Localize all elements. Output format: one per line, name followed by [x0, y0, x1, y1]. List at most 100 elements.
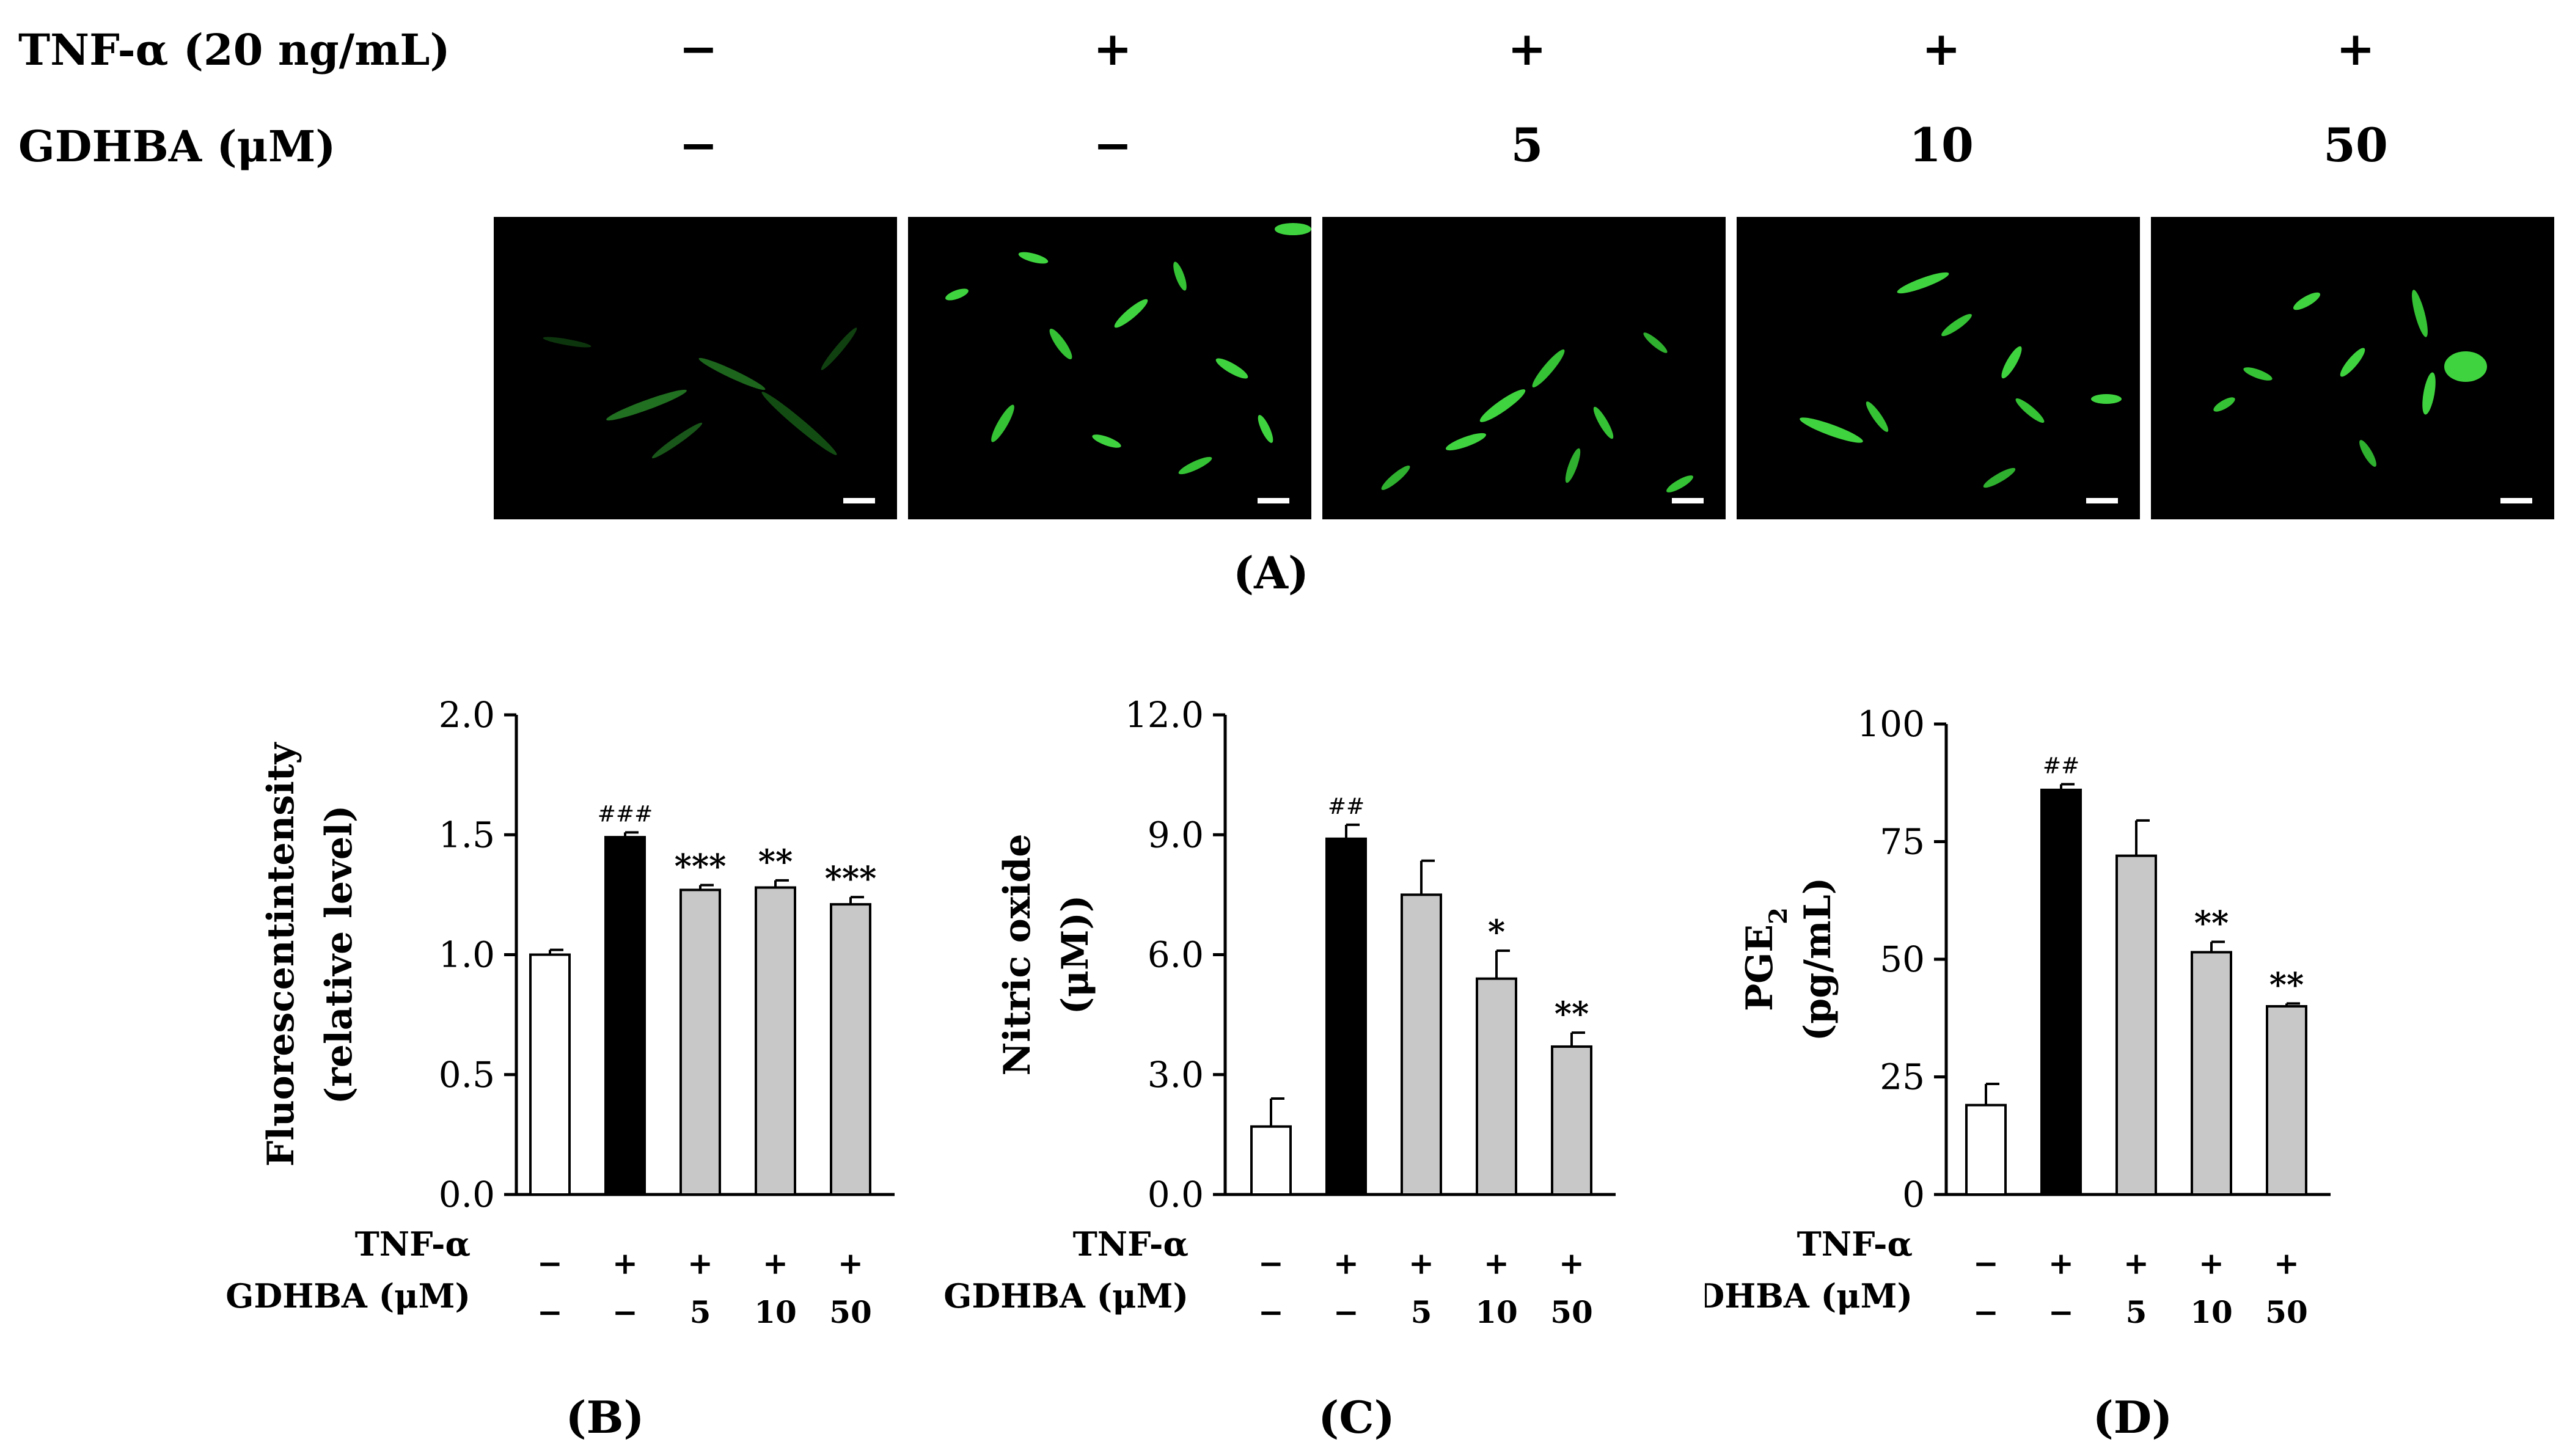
gdhba-value-2: −: [1093, 118, 1132, 172]
tnf-row-value: +: [1559, 1245, 1584, 1281]
gdhba-value-4: 10: [1909, 118, 1974, 172]
y-tick-label: 50: [1880, 938, 1925, 980]
y-tick-label: 25: [1880, 1056, 1925, 1098]
gdhba-row-value: 50: [2265, 1294, 2308, 1330]
significance-label: **: [2269, 965, 2304, 1004]
y-tick-label: 0.0: [1148, 1174, 1204, 1215]
bar: [2191, 951, 2232, 1196]
y-axis-label: Nitric oxide: [996, 834, 1039, 1076]
gdhba-row-value: −: [612, 1294, 638, 1330]
micrograph-5: [2151, 217, 2554, 519]
tnf-row-label: TNF-α: [1797, 1224, 1913, 1264]
bar: [1551, 1045, 1592, 1196]
significance-label: **: [758, 842, 793, 881]
y-tick-label: 100: [1857, 703, 1925, 745]
tnf-row-value: −: [1258, 1245, 1284, 1281]
significance-label: **: [1555, 994, 1589, 1033]
panel-a-label: (A): [1233, 547, 1309, 599]
scale-bar: [2086, 498, 2118, 503]
gdhba-row-value: 10: [754, 1294, 797, 1330]
gdhba-value-5: 50: [2323, 118, 2388, 172]
tnf-sign-4: +: [1922, 21, 1961, 76]
significance-label: ##: [1328, 794, 1364, 819]
gdhba-row-label: GDHBA (μM): [18, 121, 336, 172]
gdhba-row-value: 10: [1475, 1294, 1518, 1330]
bar: [2040, 788, 2082, 1196]
bar: [1965, 1103, 2007, 1196]
gdhba-row-value: 10: [2190, 1294, 2233, 1330]
y-tick-label: 0: [1902, 1174, 1925, 1215]
bar: [1250, 1125, 1292, 1196]
tnf-row-value: +: [838, 1245, 863, 1281]
micrograph-3: [1322, 217, 1726, 519]
chart-c: 0.0 3.0 6.0 9.0 12.0 Nitric oxide (μM)) − − ## + − +…: [943, 694, 1616, 1443]
panel-label: (B): [566, 1391, 645, 1443]
gdhba-row-label: GDHBA (μM): [943, 1276, 1189, 1315]
tnf-row-value: +: [2274, 1245, 2299, 1281]
gdhba-row-label: GDHBA (μM): [225, 1276, 471, 1315]
y-axis-label-unit: (μM)): [1054, 895, 1097, 1015]
gdhba-row-value: 5: [1411, 1294, 1432, 1330]
tnf-sign-3: +: [1507, 21, 1547, 76]
bar: [529, 953, 571, 1196]
tnf-row-value: +: [2199, 1245, 2224, 1281]
scale-bar: [2500, 498, 2532, 503]
bar: [1325, 837, 1367, 1196]
tnf-row-value: +: [612, 1245, 638, 1281]
gdhba-row-value: −: [537, 1294, 563, 1330]
tnf-row-label: TNF-α (20 ng/mL): [18, 24, 450, 75]
gdhba-row-value: 5: [690, 1294, 711, 1330]
bar: [2266, 1005, 2307, 1196]
y-tick-label: 12.0: [1125, 694, 1204, 736]
y-tick-label: 1.5: [439, 814, 495, 855]
gdhba-row-value: 50: [1550, 1294, 1593, 1330]
y-tick-label: 75: [1880, 821, 1925, 863]
micrograph-1: [494, 217, 897, 519]
tnf-sign-1: −: [679, 21, 718, 76]
significance-label: ***: [825, 858, 877, 898]
significance-label: *: [1488, 912, 1505, 951]
tnf-row-value: +: [687, 1245, 713, 1281]
micrograph-2: [908, 217, 1311, 519]
bar: [1401, 893, 1442, 1196]
scale-bar: [1672, 498, 1704, 503]
bar: [1476, 977, 1517, 1196]
y-tick-label: 0.0: [439, 1174, 495, 1215]
tnf-row-value: −: [537, 1245, 563, 1281]
y-tick-label: 1.0: [439, 934, 495, 976]
y-tick-label: 2.0: [439, 694, 495, 736]
tnf-row-value: +: [2123, 1245, 2149, 1281]
bar: [604, 836, 646, 1196]
tnf-sign-5: +: [2336, 21, 2375, 76]
y-tick-label: 6.0: [1148, 934, 1204, 976]
tnf-row-value: +: [1333, 1245, 1359, 1281]
y-tick-label: 3.0: [1148, 1054, 1204, 1096]
gdhba-value-3: 5: [1511, 118, 1544, 172]
gdhba-row-value: −: [1973, 1294, 1999, 1330]
bar: [755, 886, 796, 1196]
gdhba-row-value: 50: [829, 1294, 872, 1330]
tnf-row-value: +: [1484, 1245, 1509, 1281]
gdhba-value-1: −: [679, 118, 718, 172]
y-tick-label: 9.0: [1148, 814, 1204, 855]
gdhba-row-value: −: [2048, 1294, 2074, 1330]
significance-label: ***: [675, 847, 727, 886]
chart-d: 0 25 50 75 100 PGE2 (pg/mL) − − ## + − +5 ** +10 ** +50 T…: [1705, 703, 2331, 1443]
significance-label: **: [2194, 904, 2229, 943]
gdhba-row-value: −: [1333, 1294, 1359, 1330]
chart-b: 0.0 0.5 1.0 1.5 2.0 Fluorescentintensity (rela…: [225, 694, 895, 1443]
tnf-row-value: +: [1408, 1245, 1434, 1281]
significance-label: ###: [598, 802, 653, 827]
tnf-row-value: −: [1973, 1245, 1999, 1281]
tnf-row-value: +: [2048, 1245, 2074, 1281]
gdhba-row-value: 5: [2126, 1294, 2147, 1330]
panel-label: (D): [2093, 1391, 2173, 1443]
bar: [2115, 854, 2157, 1196]
tnf-sign-2: +: [1093, 21, 1132, 76]
gdhba-row-value: −: [1258, 1294, 1284, 1330]
scale-bar: [1258, 498, 1289, 503]
y-axis-label: PGE2: [1738, 907, 1793, 1011]
gdhba-row-label: GDHBA (μM): [1705, 1276, 1913, 1315]
tnf-row-value: +: [763, 1245, 788, 1281]
tnf-row-label: TNF-α: [355, 1224, 471, 1264]
